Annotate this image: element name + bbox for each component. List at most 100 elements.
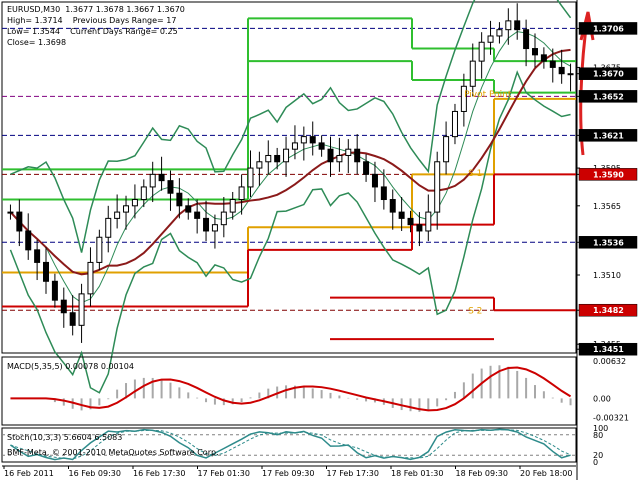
stoch-panel-frame xyxy=(1,427,577,463)
moving-average-line xyxy=(9,48,571,276)
candle-body xyxy=(505,20,512,31)
macd-tick-label: 0.00632 xyxy=(593,357,626,366)
price-tag-label: 1.3451 xyxy=(593,345,624,354)
candle-body xyxy=(105,217,112,238)
candle-body xyxy=(60,299,67,314)
candle-body xyxy=(558,66,565,75)
macd-panel-frame xyxy=(1,356,577,426)
candle-body xyxy=(300,136,307,144)
candle-body xyxy=(283,148,290,163)
candle-body xyxy=(114,211,121,219)
copyright-text: BMF-Meta, © 2001-2010 MetaQuotes Softwar… xyxy=(7,448,219,457)
candle-body xyxy=(443,136,450,163)
candle-body xyxy=(460,85,467,112)
level-label: S 2 xyxy=(468,306,482,316)
candle-body xyxy=(69,312,76,326)
candle-body xyxy=(274,154,281,163)
candle-body xyxy=(371,173,378,188)
candle-body xyxy=(211,224,218,232)
candle-body xyxy=(531,48,538,56)
candle-body xyxy=(34,249,41,263)
time-tick-label: 18 Feb 01:30 xyxy=(391,469,443,478)
price-tag xyxy=(578,67,638,80)
candle-body xyxy=(247,167,254,188)
candle-body xyxy=(229,199,236,213)
candle-body xyxy=(238,186,245,201)
candle-body xyxy=(407,217,414,226)
time-tick-label: 17 Feb 09:30 xyxy=(262,469,314,478)
price-tag xyxy=(578,303,638,317)
pivot-line xyxy=(2,97,576,274)
candle-body xyxy=(425,211,432,232)
price-tick-label: 1.3565 xyxy=(593,202,621,211)
candle-body xyxy=(363,161,370,175)
candle-body xyxy=(389,199,396,213)
candle-body xyxy=(51,280,58,301)
candle-body xyxy=(96,236,103,263)
candle-body xyxy=(7,211,14,214)
candle-body xyxy=(469,60,476,87)
price-tag xyxy=(578,168,638,181)
candle-body xyxy=(25,230,32,251)
candle-body xyxy=(434,161,441,213)
level-label: S 1 xyxy=(468,169,482,179)
candle-body xyxy=(78,293,85,326)
price-tag xyxy=(578,129,638,142)
time-tick-label: 18 Feb 09:30 xyxy=(456,469,508,478)
price-tag xyxy=(578,90,638,103)
candle-body xyxy=(265,154,272,163)
macd-tick-label: -0.00321 xyxy=(593,413,629,422)
time-tick-label: 16 Feb 17:30 xyxy=(133,469,185,478)
time-tick-label: 20 Feb 18:00 xyxy=(520,469,572,478)
candle-body xyxy=(176,192,183,207)
low-info: Low= 1.3544 Current Days Range= 0.25 xyxy=(7,27,178,36)
candle-body xyxy=(416,224,423,232)
macd-signal-line xyxy=(10,366,572,412)
candle-body xyxy=(149,173,156,188)
candle-body xyxy=(194,211,201,219)
candle-body xyxy=(309,136,316,144)
candle-body xyxy=(16,211,23,232)
candle-body xyxy=(167,180,174,194)
stoch-title: Stoch(10,3,3) 5.6604 6.5083 xyxy=(7,433,123,442)
candle-body xyxy=(220,211,227,226)
price-tag-label: 1.3621 xyxy=(593,131,624,140)
candle-body xyxy=(185,205,192,213)
support-2-line xyxy=(330,296,576,312)
candle-body xyxy=(567,73,574,76)
price-tag-label: 1.3706 xyxy=(593,24,624,33)
stoch-tick-label: 100 xyxy=(593,424,608,433)
time-tick-label: 16 Feb 09:30 xyxy=(69,469,121,478)
candle-body xyxy=(514,20,521,31)
bollinger-upper-line xyxy=(10,0,572,253)
candle-body xyxy=(523,29,530,50)
candle-body xyxy=(131,199,138,207)
candle-body xyxy=(256,161,263,169)
stoch-tick-label: 0 xyxy=(593,458,598,467)
candle-body xyxy=(345,148,352,156)
resistance-1-line xyxy=(2,60,576,201)
candle-body xyxy=(487,35,494,43)
bollinger-lower-line xyxy=(9,70,571,394)
price-tag xyxy=(578,236,638,249)
bollinger-middle-line xyxy=(10,31,571,304)
candle-body xyxy=(203,217,210,232)
candle-body xyxy=(291,142,298,150)
close-info: Close= 1.3698 xyxy=(7,38,67,47)
candle-body xyxy=(478,41,485,62)
candle-body xyxy=(43,261,50,282)
symbol-info: EURUSD,M30 1.3677 1.3678 1.3667 1.3670 xyxy=(7,5,185,14)
time-tick-label: 16 Feb 2011 xyxy=(4,469,54,478)
candle-body xyxy=(158,173,165,182)
candle-body xyxy=(318,142,325,150)
time-tick-label: 17 Feb 17:30 xyxy=(327,469,379,478)
stoch-tick-label: 20 xyxy=(593,451,603,460)
price-tag-label: 1.3652 xyxy=(593,92,624,101)
price-tick-label: 1.3510 xyxy=(593,271,621,280)
candle-body xyxy=(451,110,458,138)
macd-tick-label: 0.00 xyxy=(593,394,611,403)
macd-title: MACD(5,35,5) 0.00078 0.00104 xyxy=(7,362,134,371)
price-tag-label: 1.3482 xyxy=(593,306,624,315)
candle-body xyxy=(380,186,387,201)
